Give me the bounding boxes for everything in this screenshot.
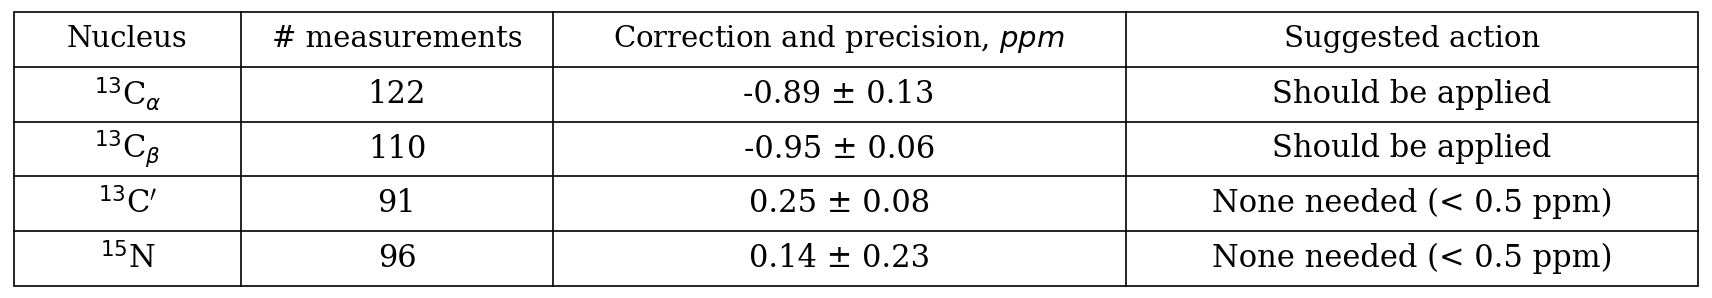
Text: Suggested action: Suggested action [1284,25,1541,53]
Text: Should be applied: Should be applied [1272,79,1551,110]
Text: 96: 96 [378,243,416,274]
Text: None needed (< 0.5 ppm): None needed (< 0.5 ppm) [1212,188,1613,219]
Text: $^{15}$N: $^{15}$N [99,242,156,275]
Text: None needed (< 0.5 ppm): None needed (< 0.5 ppm) [1212,243,1613,274]
Text: Should be applied: Should be applied [1272,134,1551,164]
Text: 0.25 ± 0.08: 0.25 ± 0.08 [748,188,930,219]
Text: 0.14 ± 0.23: 0.14 ± 0.23 [748,243,930,274]
Text: $^{13}$C$'$: $^{13}$C$'$ [98,187,158,220]
Text: Nucleus: Nucleus [67,25,188,53]
Text: $^{13}$C$_{\beta}$: $^{13}$C$_{\beta}$ [94,129,161,169]
Text: $^{13}$C$_{\alpha}$: $^{13}$C$_{\alpha}$ [94,75,161,113]
Text: -0.89 ± 0.13: -0.89 ± 0.13 [743,79,935,110]
Text: -0.95 ± 0.06: -0.95 ± 0.06 [743,134,935,164]
Text: 91: 91 [378,188,416,219]
Text: # measurements: # measurements [272,25,522,53]
Text: 122: 122 [368,79,426,110]
Text: 110: 110 [368,134,426,164]
Text: Correction and precision, $\mathit{ppm}$: Correction and precision, $\mathit{ppm}$ [613,23,1065,55]
